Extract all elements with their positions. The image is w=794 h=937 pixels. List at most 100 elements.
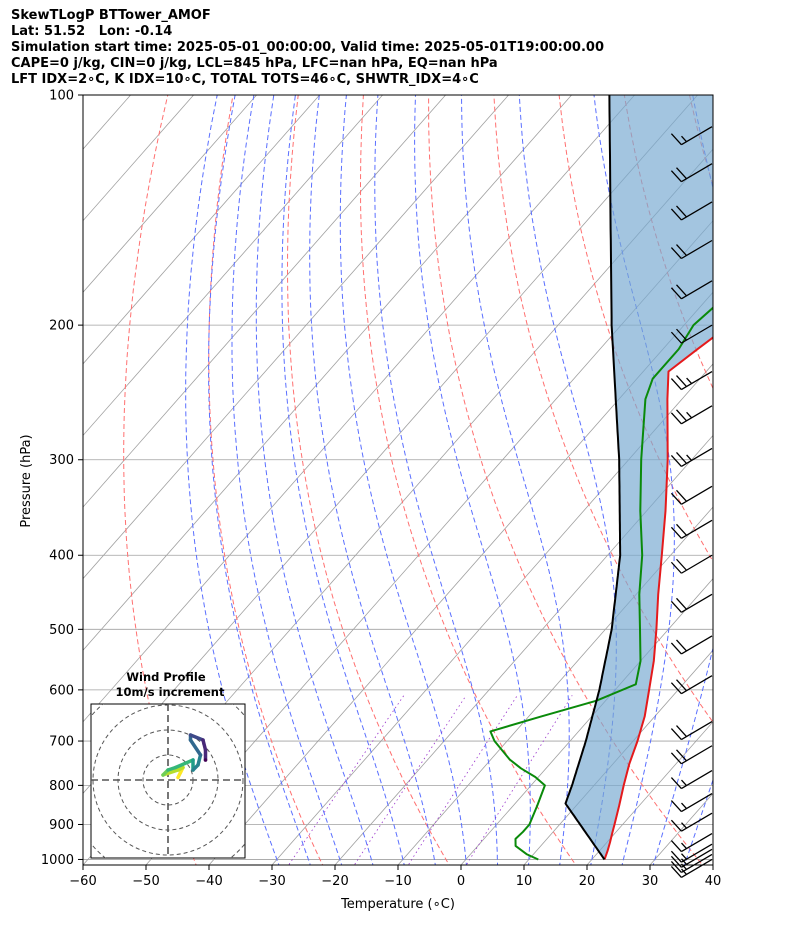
hodograph-segment [188,738,203,757]
barb-flag [670,600,682,613]
moist-adiabat [414,95,531,865]
wind-barb [670,793,713,813]
barb-flag [670,752,682,765]
dry-adiabat [359,95,577,865]
x-tick-label: −40 [195,874,222,889]
barb-flag [670,170,682,183]
barb-flag [670,800,682,813]
indices-line: LFT IDX=2∘C, K IDX=10∘C, TOTAL TOTS=46∘C… [11,72,479,87]
isotherm-line [83,95,635,723]
hodograph [91,704,245,858]
wind-barb [670,833,713,853]
wind-barb [670,675,713,695]
hodograph-segment [173,758,195,770]
barb-flag [670,133,682,146]
dry-adiabat [755,95,794,876]
location-line: Lat: 51.52 Lon: -0.14 [11,24,173,39]
y-tick-label: 200 [49,319,74,334]
dry-adiabat [208,95,324,865]
barb-half-flag [686,411,693,419]
barb-half-flag [686,454,693,461]
x-tick-label: 30 [642,874,659,889]
y-tick-label: 900 [49,818,74,833]
barb-flag [670,561,682,574]
barb-half-flag [681,822,687,829]
barb-flag [670,777,682,789]
inset-subtitle: 10m/s increment [116,685,225,699]
x-tick-label: 0 [457,874,465,889]
y-tick-label: 500 [49,623,74,638]
axis-ticks: −60 −50 −40 −30 −20 −10 0 10 20 30 40 100 200 300 400 5… [41,89,721,890]
x-tick-label: 40 [705,874,722,889]
barb-flag [676,205,687,218]
isotherm-line [83,95,383,437]
barb-flag [670,331,682,344]
moist-adiabat [461,95,570,865]
barb-half-flag [681,135,687,143]
x-tick-label: 20 [579,874,596,889]
y-tick-label: 600 [49,683,74,698]
barb-flag [676,639,687,652]
barb-flag [676,284,687,297]
barb-flag [670,682,682,695]
cape-line: CAPE=0 j/kg, CIN=0 j/kg, LCL=845 hPa, LF… [11,56,498,71]
hodograph-segment [188,733,205,742]
wind-barb [670,519,713,539]
x-tick-label: −50 [132,874,159,889]
dewpoint-profile [489,306,713,861]
x-tick-label: 10 [516,874,533,889]
isotherm-line [767,95,794,876]
y-tick-label: 400 [49,549,74,564]
y-tick-label: 300 [49,453,74,468]
barb-flag [670,861,682,873]
time-line: Simulation start time: 2025-05-01_00:00:… [11,40,604,55]
wind-barb [670,485,713,505]
isotherm-line [83,95,446,508]
barb-flag [676,328,687,341]
barb-flag [670,855,682,868]
wind-barb [670,126,713,146]
isotherm-line [586,721,713,865]
barb-flag [676,452,687,464]
dry-adiabat [286,95,450,865]
wind-barb [670,812,713,832]
moist-adiabat [281,95,405,865]
wind-barb [670,858,713,879]
barb-flag [676,558,687,571]
barb-flag [676,749,687,762]
y-axis-label: Pressure (hPa) [19,434,34,527]
isotherm-line [208,291,713,865]
y-tick-label: 1000 [41,853,74,868]
barb-half-flag [681,858,687,865]
barb-half-flag [681,842,687,850]
moist-adiabat [309,95,436,865]
wind-barb [670,324,713,344]
barb-flag [670,287,682,300]
wind-barb [670,843,713,863]
isotherm-line [83,95,509,580]
moist-adiabat [593,95,675,865]
barb-flag [670,455,682,467]
wind-barb [670,593,713,613]
wind-profile-inset: Wind Profile 10m/s increment [90,670,246,859]
x-tick-label: −30 [258,874,285,889]
isotherm-line [334,434,713,865]
barb-flag [670,840,682,853]
wind-barb [670,635,713,655]
wind-barb [670,554,713,574]
wind-barb [670,769,713,790]
barb-flag [676,679,687,692]
barb-half-flag [681,802,687,810]
chart-title: SkewTLogP BTTower_AMOF [11,8,211,23]
isotherm-line [460,578,713,865]
wind-barb [670,239,713,260]
wind-barb [670,405,713,425]
barb-flag [676,489,687,502]
moist-adiabat [185,95,280,865]
barb-flag [676,244,687,256]
mixing-ratio-line [288,695,405,865]
y-tick-label: 100 [49,89,74,104]
y-tick-label: 700 [49,735,74,750]
barb-flag [676,725,687,737]
barb-flag [670,526,682,539]
